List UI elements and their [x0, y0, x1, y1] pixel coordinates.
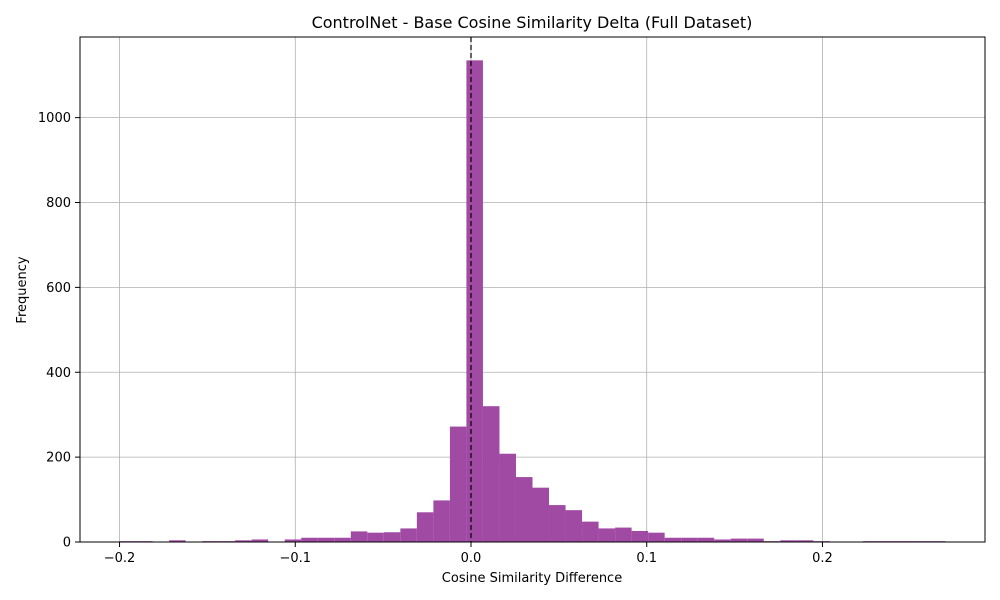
x-tick-label-1: −0.1 [279, 551, 311, 566]
histogram-bar-21 [466, 60, 483, 543]
histogram-bar-8 [251, 539, 269, 542]
histogram-bar-27 [565, 510, 583, 542]
histogram-bar-24 [515, 477, 533, 542]
x-axis-ticks: −0.2 −0.1 0.0 0.1 0.2 [104, 542, 833, 566]
histogram-bar-10 [284, 539, 302, 542]
histogram-bar-33 [664, 537, 682, 542]
y-axis-ticks: 0 200 400 600 800 1000 [38, 111, 80, 551]
histogram-bar-22 [482, 406, 500, 542]
histogram-bar-28 [582, 521, 599, 542]
histogram-bar-20 [449, 426, 467, 542]
histogram-bar-36 [714, 539, 731, 542]
histogram-bar-35 [697, 537, 715, 542]
histogram-bar-7 [235, 540, 252, 542]
x-axis-label: Cosine Similarity Difference [442, 571, 622, 586]
histogram-bar-32 [648, 532, 665, 542]
histogram-bar-16 [383, 532, 401, 542]
y-tick-label-4: 800 [46, 196, 71, 211]
histogram-bar-29 [598, 528, 616, 542]
y-tick-label-0: 0 [63, 536, 71, 551]
histogram-bar-37 [730, 538, 748, 542]
histogram-bar-14 [350, 531, 368, 542]
histogram-bar-26 [549, 505, 566, 542]
y-tick-label-1: 200 [46, 451, 71, 466]
histogram-bar-15 [367, 532, 384, 542]
histogram-bar-38 [747, 538, 764, 542]
histogram-bar-19 [433, 500, 450, 542]
chart-title: ControlNet - Base Cosine Similarity Delt… [312, 13, 753, 32]
histogram-bar-13 [334, 537, 351, 542]
y-axis-label: Frequency [15, 256, 30, 323]
y-tick-label-2: 400 [46, 366, 71, 381]
y-tick-label-5: 1000 [38, 111, 71, 126]
x-tick-label-3: 0.1 [636, 551, 657, 566]
histogram-bar-18 [416, 512, 434, 542]
x-tick-label-4: 0.2 [812, 551, 833, 566]
x-tick-label-2: 0.0 [461, 551, 482, 566]
histogram-bar-23 [499, 453, 516, 542]
x-tick-label-0: −0.2 [104, 551, 136, 566]
histogram-bar-3 [169, 540, 186, 542]
histogram-bar-12 [317, 537, 335, 542]
y-tick-label-3: 600 [46, 281, 71, 296]
histogram-bar-30 [615, 527, 632, 542]
histogram-bar-11 [301, 537, 318, 542]
histogram-bar-41 [796, 540, 814, 542]
histogram-bar-25 [532, 487, 550, 542]
plot-frame [79, 36, 986, 543]
histogram-bar-40 [780, 540, 797, 542]
histogram-bar-34 [681, 537, 698, 542]
histogram-bar-17 [400, 528, 417, 542]
histogram-bar-31 [631, 530, 649, 542]
